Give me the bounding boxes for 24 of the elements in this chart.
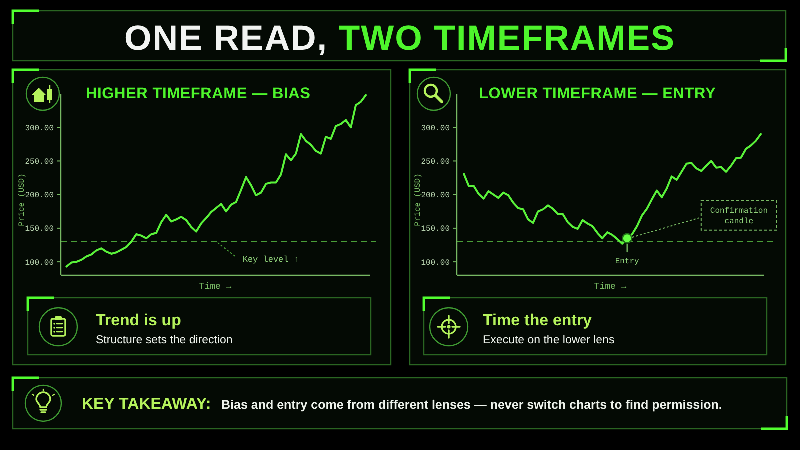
text: Time the entry (483, 312, 592, 330)
text: Structure sets the direction (96, 334, 233, 346)
y-tick-label: 250.00 (421, 158, 450, 168)
x-axis-title: Time → (594, 282, 628, 292)
y-tick-label: 100.00 (421, 258, 450, 268)
text: Trend is up (96, 312, 182, 330)
y-tick-label: 100.00 (25, 258, 54, 268)
text: KEY TAKEAWAY: (82, 396, 212, 413)
annotation: Entry (615, 258, 640, 267)
annotation: Confirmation candle (710, 207, 768, 227)
text: ONE READ, TWO TIMEFRAMES (124, 19, 676, 58)
text: Bias and entry come from different lenses — never switch charts to find permission. (222, 398, 722, 412)
y-tick-label: 150.00 (421, 225, 450, 234)
chart-title: HIGHER TIMEFRAME — BIAS (86, 86, 311, 102)
ref-line-label: Key level ↑ (242, 254, 299, 265)
y-tick-label: 300.00 (421, 124, 450, 134)
x-axis-title: Time → (199, 282, 232, 292)
y-tick-label: 200.00 (421, 192, 450, 201)
y-tick-label: 250.00 (25, 158, 54, 168)
y-tick-label: 150.00 (25, 225, 54, 234)
text: Execute on the lower lens (483, 334, 615, 346)
chart-title: LOWER TIMEFRAME — ENTRY (479, 86, 716, 102)
y-tick-label: 200.00 (25, 192, 54, 201)
y-tick-label: 300.00 (25, 124, 54, 134)
